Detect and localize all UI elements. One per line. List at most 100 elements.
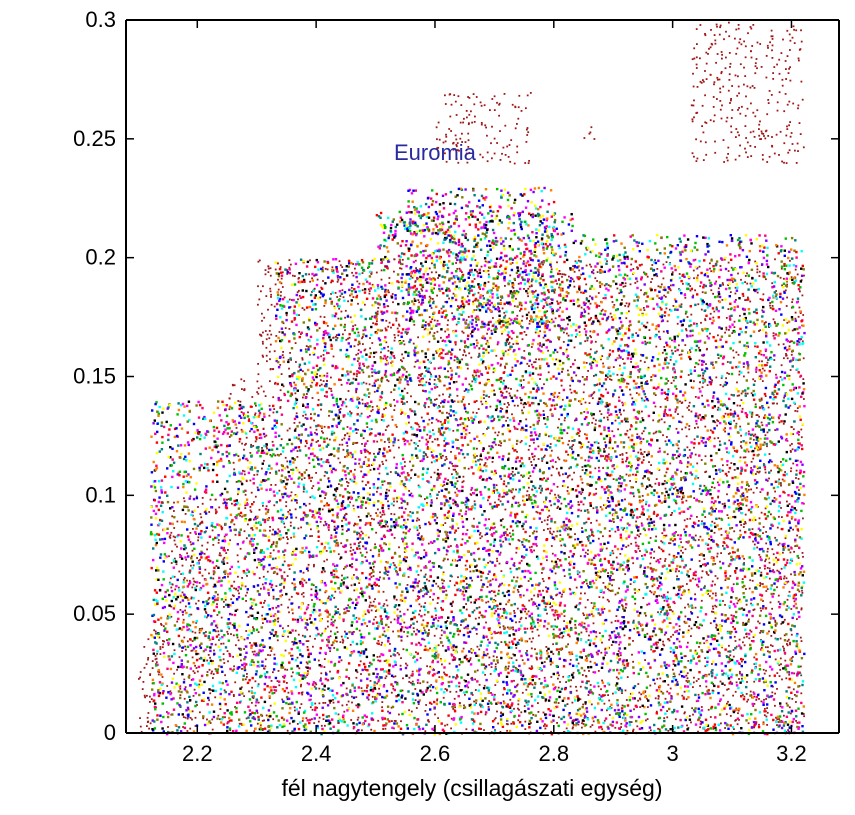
data-point [653,557,655,559]
data-point [599,506,602,508]
data-point [638,499,641,502]
data-point [473,558,475,561]
data-point [262,342,264,345]
data-point [724,579,727,581]
data-point [700,599,703,602]
data-point [667,683,670,686]
data-point [317,399,320,401]
data-point [675,531,677,533]
data-point [513,707,515,710]
data-point [424,453,427,455]
data-point [764,350,767,353]
data-point [770,513,772,516]
data-point [663,421,666,424]
data-point [633,495,635,498]
data-point [433,379,436,381]
data-point [527,295,529,298]
data-point [166,685,169,687]
data-point [371,371,373,374]
data-point [430,451,433,453]
data-point [449,367,452,369]
data-point [575,417,578,420]
data-point [393,270,395,273]
data-point [378,550,381,553]
data-point [490,329,493,332]
data-point [206,718,208,721]
data-point [584,551,587,554]
data-point [677,447,680,450]
data-point [217,539,220,541]
data-point [390,621,392,624]
data-point [328,454,330,457]
data-point [461,358,463,361]
data-point [429,331,431,334]
data-point [483,729,485,731]
data-point [538,320,541,323]
data-point [323,666,326,668]
data-point [396,608,399,611]
data-point [719,265,722,267]
data-point [269,654,272,657]
data-point [525,701,528,704]
data-point [365,507,367,509]
data-point [191,649,194,652]
data-point [601,355,604,357]
data-point [323,316,326,318]
data-point [469,658,472,661]
data-point [337,457,340,460]
data-point [273,653,276,656]
data-point [607,453,610,456]
data-point [341,519,343,522]
data-point [270,650,273,652]
data-point [367,288,370,291]
data-point [307,640,310,642]
data-point [374,543,376,546]
data-point [442,454,444,457]
data-point [692,577,694,580]
data-point [556,351,559,354]
data-point [685,698,688,701]
data-point [212,544,215,546]
data-point [695,422,698,425]
data-point [560,544,563,547]
data-point [217,541,220,544]
data-point [345,405,348,408]
data-point [182,578,185,581]
data-point [417,598,419,601]
data-point [669,289,672,292]
data-point [673,710,676,713]
data-point [337,576,340,579]
data-point [388,446,390,448]
data-point [223,600,225,603]
data-point [425,438,428,441]
data-point [663,644,666,647]
data-point [602,596,605,599]
data-point [294,618,297,621]
data-point [493,419,495,421]
data-point [321,427,323,429]
data-point [383,660,386,662]
data-point [186,717,189,720]
data-point [801,592,804,594]
data-point [799,290,801,293]
data-point [353,477,356,480]
data-point [191,586,194,589]
data-point [162,640,164,642]
data-point [392,685,395,688]
data-point [433,332,436,334]
data-point [258,577,261,579]
data-point [462,501,465,504]
data-point [694,578,697,581]
data-point [601,728,604,731]
data-point [767,646,769,649]
data-point [310,413,312,415]
data-point [471,627,474,630]
data-point [735,681,738,684]
data-point [756,414,759,416]
data-point [168,555,170,558]
data-point [331,453,333,456]
data-point [212,573,215,576]
data-point [536,306,539,309]
data-point [548,509,550,512]
data-point [603,448,605,450]
